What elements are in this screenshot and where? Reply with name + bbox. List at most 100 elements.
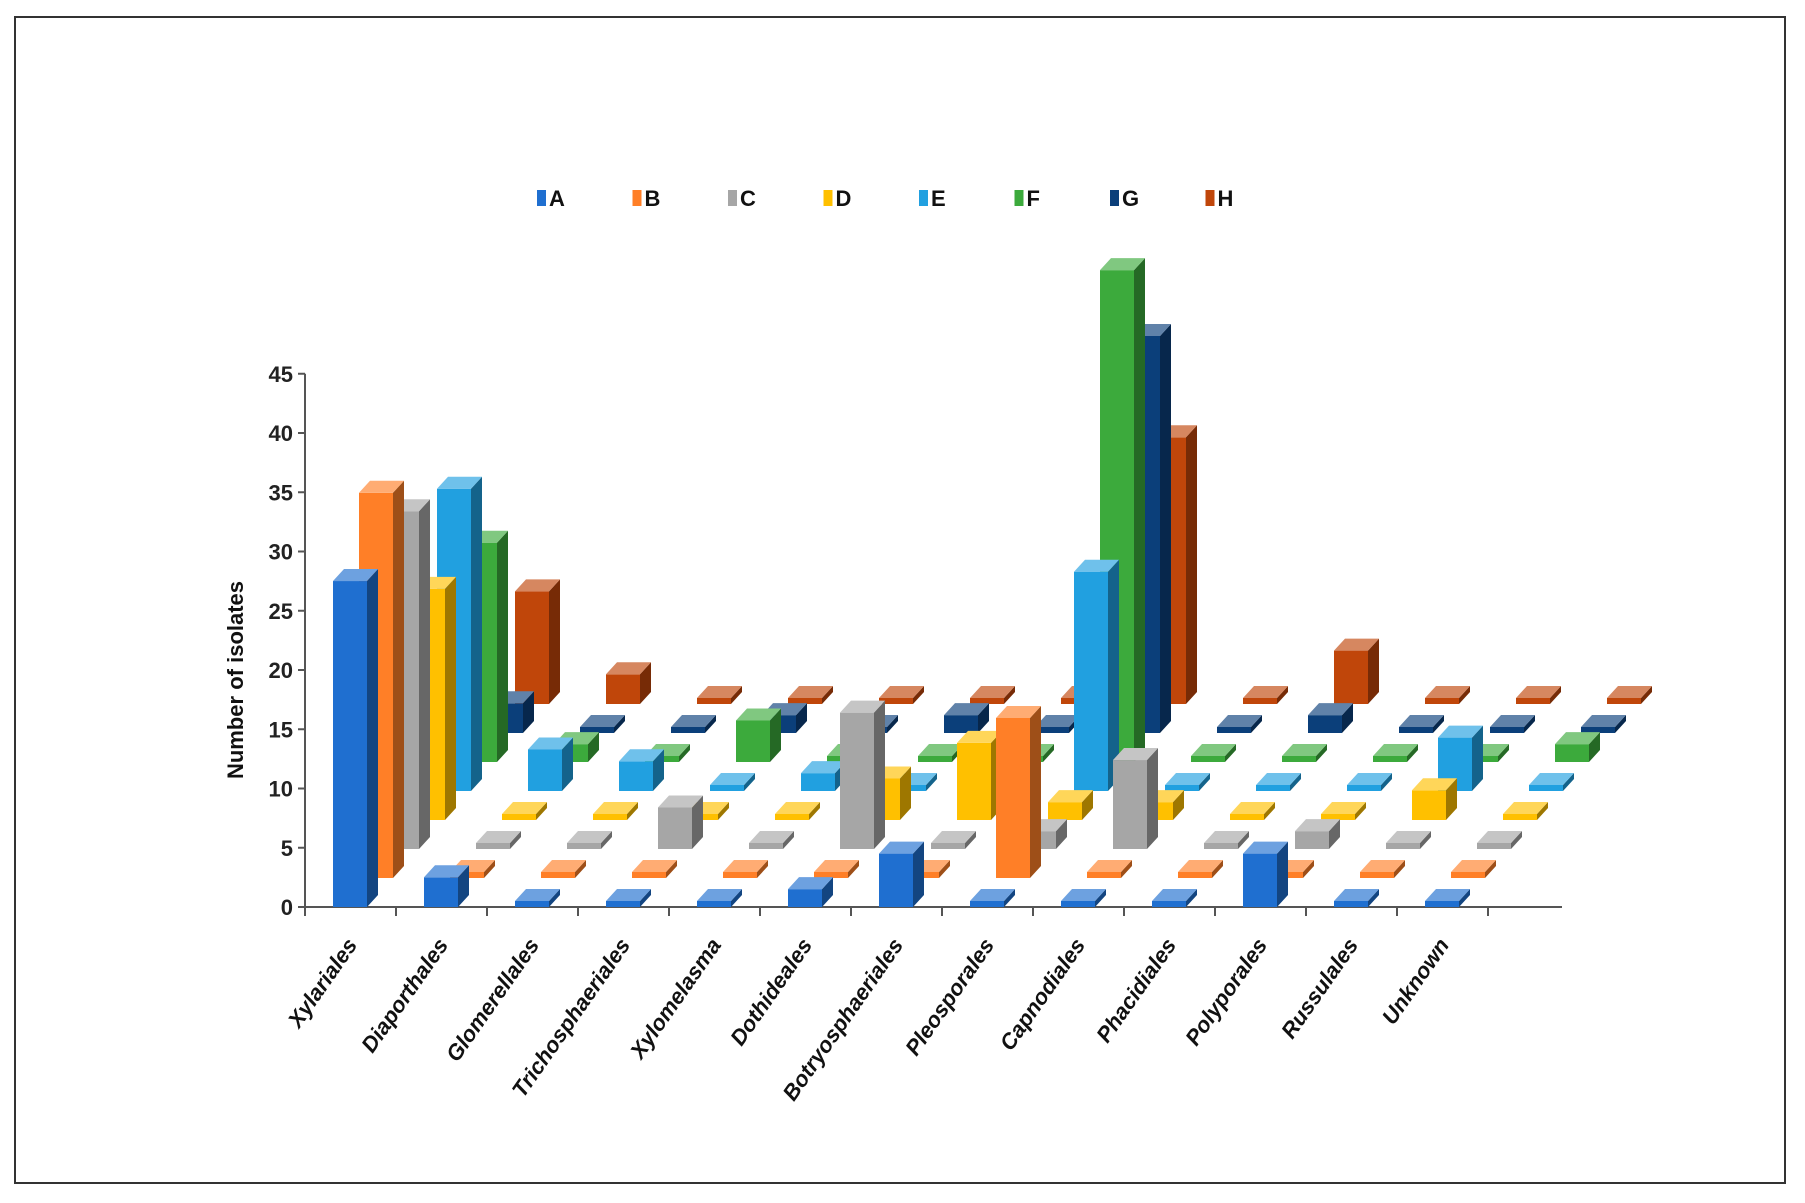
- figure-frame: [14, 16, 1786, 1184]
- bar-top-face: [528, 737, 573, 750]
- bar-d-glomerellales: [593, 802, 638, 820]
- bar-side-face: [757, 860, 768, 878]
- bar-front-face: [1399, 727, 1433, 733]
- bar-side-face: [1160, 323, 1171, 733]
- bar-side-face: [1186, 889, 1197, 907]
- bar-top-face: [1321, 802, 1366, 814]
- bar-e-diaporthales: [528, 737, 573, 791]
- bar-b-dothideales: [814, 860, 859, 878]
- bar-front-face: [515, 901, 549, 907]
- bar-side-face: [1641, 686, 1652, 704]
- bar-top-face: [1204, 831, 1249, 843]
- bar-d-russulales: [1412, 778, 1457, 820]
- bar-g-botryosphaeriales: [1035, 715, 1080, 733]
- bar-side-face: [549, 889, 560, 907]
- bar-top-face: [1555, 732, 1600, 745]
- bar-front-face: [1204, 843, 1238, 849]
- bar-f-capnodiales: [1191, 744, 1236, 762]
- bar-side-face: [978, 703, 989, 733]
- bar-a-polyporales: [1243, 841, 1288, 907]
- bar-side-face: [510, 831, 521, 849]
- bar-side-face: [1420, 831, 1431, 849]
- bar-h-unknown: [1607, 686, 1652, 704]
- bar-front-face: [424, 877, 458, 907]
- bar-side-face: [1186, 425, 1197, 704]
- bar-top-face: [619, 749, 664, 762]
- bar-a-botryosphaeriales: [879, 841, 924, 907]
- bar-side-face: [1303, 860, 1314, 878]
- bar-side-face: [419, 499, 430, 849]
- bar-side-face: [471, 476, 482, 791]
- y-tick-label: 5: [281, 836, 293, 861]
- bar-front-face: [1581, 727, 1615, 733]
- bar-side-face: [1004, 889, 1015, 907]
- bar-front-face: [801, 773, 835, 791]
- bar-top-face: [788, 686, 833, 698]
- bar-top-face: [801, 761, 846, 774]
- bar-side-face: [1433, 715, 1444, 733]
- legend-swatch: [1110, 190, 1119, 206]
- x-category-label: Xylariales: [282, 934, 363, 1034]
- bar-top-face: [359, 480, 404, 493]
- y-tick-label: 25: [269, 599, 293, 624]
- bar-c-botryosphaeriales: [931, 831, 976, 849]
- bar-front-face: [1347, 785, 1381, 791]
- bar-front-face: [476, 843, 510, 849]
- bar-front-face: [879, 698, 913, 704]
- bar-side-face: [1277, 841, 1288, 907]
- bar-side-face: [913, 686, 924, 704]
- bar-front-face: [749, 843, 783, 849]
- bar-side-face: [1524, 715, 1535, 733]
- bar-top-face: [944, 703, 989, 716]
- y-tick-label: 10: [269, 777, 293, 802]
- legend-swatch: [537, 190, 546, 206]
- bar-top-face: [1425, 686, 1470, 698]
- bar-top-face: [1334, 638, 1379, 651]
- bar-side-face: [809, 802, 820, 820]
- bar-side-face: [1407, 744, 1418, 762]
- bar-a-pleosporales: [970, 889, 1015, 907]
- bar-top-face: [515, 579, 560, 592]
- bar-front-face: [606, 901, 640, 907]
- bar-front-face: [593, 814, 627, 820]
- bar-top-face: [788, 877, 833, 890]
- bar-front-face: [879, 853, 913, 907]
- bar-top-face: [1412, 778, 1457, 791]
- x-category-label: Glomerellales: [441, 934, 544, 1067]
- bar-front-face: [1256, 785, 1290, 791]
- legend-swatch: [1014, 190, 1024, 206]
- bar-side-face: [458, 865, 469, 907]
- bar-h-dothideales: [970, 686, 1015, 704]
- bar-side-face: [1498, 744, 1509, 762]
- bar-c-phacidiales: [1204, 831, 1249, 849]
- bar-side-face: [731, 889, 742, 907]
- bar-a-xylomelasma: [697, 889, 742, 907]
- bar-top-face: [1243, 841, 1288, 854]
- bar-top-face: [1529, 773, 1574, 785]
- bar-side-face: [640, 662, 651, 704]
- bar-top-face: [1217, 715, 1262, 727]
- bar-b-capnodiales: [1087, 860, 1132, 878]
- bar-top-face: [1048, 790, 1093, 803]
- bar-front-face: [1282, 756, 1316, 762]
- bar-top-face: [970, 889, 1015, 901]
- bar-side-face: [1225, 744, 1236, 762]
- bar-e-trichosphaeriales: [710, 773, 755, 791]
- bar-h-diaporthales: [606, 662, 651, 704]
- bar-front-face: [1178, 872, 1212, 878]
- bar-g-polyporales: [1399, 715, 1444, 733]
- bar-side-face: [1459, 889, 1470, 907]
- bar-top-face: [710, 773, 755, 785]
- bar-front-face: [1516, 698, 1550, 704]
- bar-side-face: [1394, 860, 1405, 878]
- bar-side-face: [848, 860, 859, 878]
- bar-top-face: [996, 705, 1041, 718]
- bar-g-phacidiales: [1308, 703, 1353, 733]
- bar-top-face: [1334, 889, 1379, 901]
- bar-d-diaporthales: [502, 802, 547, 820]
- bar-side-face: [536, 802, 547, 820]
- bar-top-face: [437, 476, 482, 489]
- bar-side-face: [484, 860, 495, 878]
- bar-side-face: [1511, 831, 1522, 849]
